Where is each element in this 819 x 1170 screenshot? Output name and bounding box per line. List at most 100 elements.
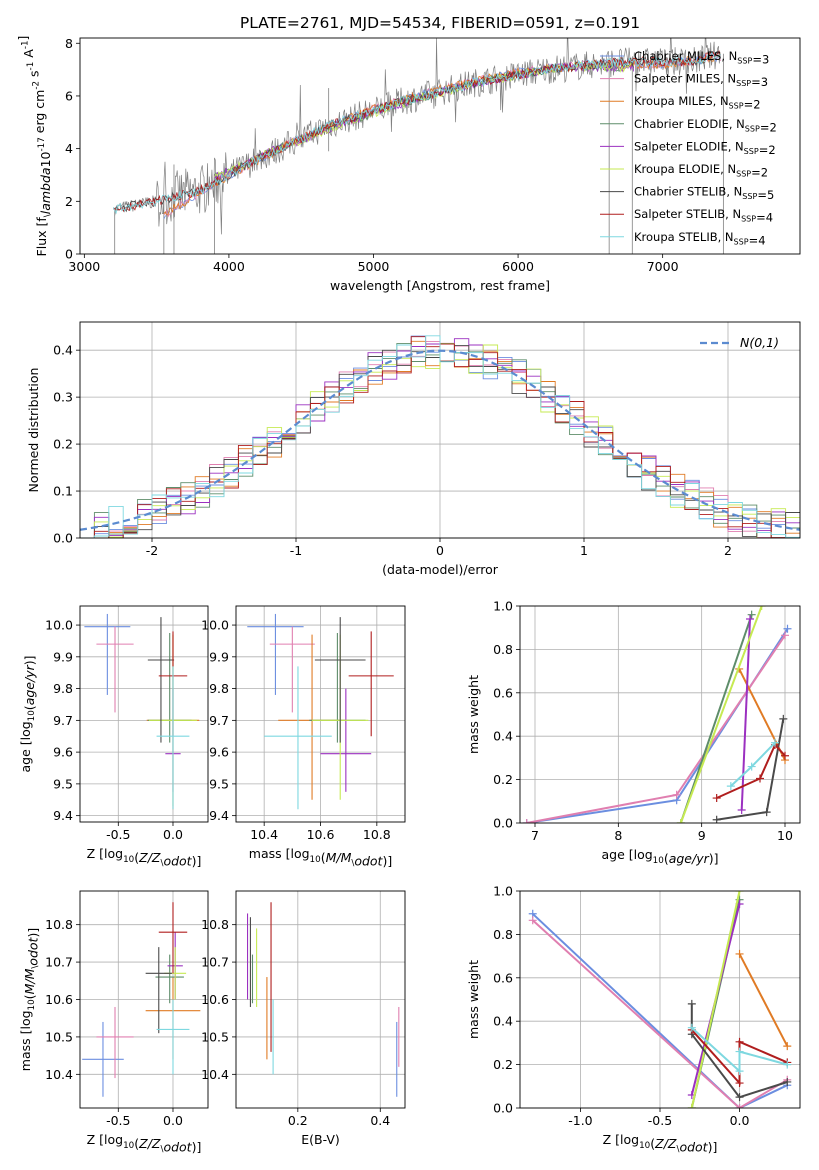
y-axis-label: Flux [f\lambda10-17 erg cm-2 s-1 A-1] <box>15 36 53 257</box>
y-tick-label: 8 <box>65 36 73 51</box>
panel-mass-vs-EBV: 0.2 0.4 10.4 10.5 10.6 10.7 10.8 E(B-V) <box>201 890 406 1147</box>
x-axis-label: mass [log10(M/M\odot)] <box>249 846 392 869</box>
point-chabrier-stelib <box>147 617 175 743</box>
y-axis-label: mass [log10(M/M\odot)] <box>18 928 41 1071</box>
y-axis-label: mass weight <box>466 675 481 754</box>
x-tick-label: 1 <box>580 543 588 558</box>
weights-chabrier-stelib <box>712 714 788 823</box>
point-chabrier-elodie <box>155 954 184 1004</box>
point-kroupa-stelib <box>156 999 190 1075</box>
plot-area <box>82 902 201 1097</box>
point-chabrier-miles <box>247 613 304 695</box>
point-chabrier-stelib <box>314 617 366 743</box>
x-axis-label: wavelength [Angstrom, rest frame] <box>330 278 550 293</box>
model-kroupa-stelib <box>112 51 721 215</box>
y-tick-label: 0.2 <box>493 772 513 787</box>
y-tick-label: 0.2 <box>53 437 73 452</box>
panel-residuals: -2 -1 0 1 2 0.0 0.1 0.2 0.3 0.4 (data-model)/error… <box>26 321 801 577</box>
weight-marker <box>735 1037 744 1046</box>
y-tick-label: 9.7 <box>53 713 73 728</box>
x-axis-label: Z [log10(Z/Z\odot)] <box>603 1132 718 1155</box>
x-tick-label: 2 <box>724 543 732 558</box>
axes-frame <box>235 605 406 823</box>
legend-entry: Chabrier MILES, NSSP=3 <box>634 49 769 66</box>
y-tick-label: 10.8 <box>201 917 229 932</box>
legend-entry: Salpeter MILES, NSSP=3 <box>634 72 768 89</box>
point-salpeter-miles <box>96 626 134 713</box>
weight-marker <box>762 808 771 817</box>
x-tick-label: 10.4 <box>250 827 278 842</box>
weight-marker <box>735 1079 744 1088</box>
x-tick-label: 5000 <box>358 259 390 274</box>
plot-area <box>522 606 792 823</box>
y-tick-label: 10.7 <box>201 955 229 970</box>
x-tick-label: 3000 <box>68 259 100 274</box>
plot-area <box>112 38 724 254</box>
axes-frame <box>79 890 209 1109</box>
y-tick-label: 9.9 <box>209 649 229 664</box>
axes-frame <box>519 890 801 1109</box>
model-salpeter-elodie <box>214 61 635 181</box>
plot-area <box>246 902 400 1097</box>
weight-marker <box>687 1023 696 1032</box>
weight-marker <box>687 999 696 1008</box>
panel-spectrum: 3000 4000 5000 6000 7000 0 2 4 6 8 wavelength [Ang… <box>15 36 801 293</box>
legend-entry: Chabrier STELIB, NSSP=5 <box>634 185 774 202</box>
panel-age-vs-mass: 10.4 10.6 10.8 9.4 9.5 9.6 9.7 9.8 9.9 10.0 mass [… <box>201 605 406 869</box>
weights-kroupa-stelib <box>726 738 779 791</box>
legend-entry: Salpeter STELIB, NSSP=4 <box>634 207 773 224</box>
axes-frame <box>79 37 801 255</box>
legend-entry: Salpeter ELODIE, NSSP=2 <box>634 139 776 156</box>
point-kroupa-stelib <box>156 666 190 810</box>
x-tick-label: 0 <box>436 543 444 558</box>
weight-marker <box>747 762 756 771</box>
weight-marker <box>781 751 789 760</box>
y-axis-label: age [log10(age/yr)] <box>18 655 37 772</box>
model-chabrier-elodie <box>214 61 635 180</box>
x-tick-label: 0.0 <box>730 1113 750 1128</box>
weight-marker <box>783 1060 792 1069</box>
plot-area <box>80 335 800 538</box>
y-tick-label: 1.0 <box>493 884 513 899</box>
weight-marker <box>779 714 788 723</box>
weight-marker <box>676 819 685 823</box>
point-salpeter-elodie <box>320 688 372 792</box>
point-chabrier-stelib <box>145 947 172 1034</box>
y-tick-label: 0.8 <box>493 642 513 657</box>
weights-salpeter-elodie <box>737 615 754 814</box>
y-tick-label: 9.8 <box>53 681 73 696</box>
x-tick-label: -0.5 <box>106 1113 130 1128</box>
weight-marker <box>756 774 764 783</box>
y-tick-label: 10.6 <box>45 992 73 1007</box>
x-tick-label: 9 <box>698 828 706 843</box>
x-tick-label: 10.6 <box>307 827 335 842</box>
legend-entry: Kroupa ELODIE, NSSP=2 <box>634 162 768 179</box>
x-tick-label: 7 <box>531 828 539 843</box>
weights-kroupa-stelib <box>687 1023 792 1076</box>
y-axis-label: Normed distribution <box>26 368 41 493</box>
legend-entry: Kroupa STELIB, NSSP=4 <box>634 230 766 247</box>
weight-marker <box>783 624 792 633</box>
y-axis-label: mass weight <box>466 960 481 1039</box>
axes-frame <box>79 321 801 539</box>
x-tick-label: -1 <box>290 543 302 558</box>
figure-title: PLATE=2761, MJD=54534, FIBERID=0591, z=0… <box>240 14 640 32</box>
point-chabrier-elodie <box>309 633 366 743</box>
point-salpeter-stelib <box>158 902 188 974</box>
x-axis-label: (data-model)/error <box>382 562 499 577</box>
x-tick-label: 4000 <box>213 259 245 274</box>
y-tick-label: 6 <box>65 88 73 103</box>
y-tick-label: 10.5 <box>45 1029 73 1044</box>
x-tick-label: 0.0 <box>163 1113 183 1128</box>
x-tick-label: -2 <box>146 543 158 558</box>
panel-mass-vs-Z: -0.5 0.0 10.4 10.5 10.6 10.7 10.8 Z [log10(Z/Z\… <box>18 890 209 1155</box>
y-tick-label: 0.6 <box>493 685 513 700</box>
point-salpeter-miles <box>96 1006 134 1079</box>
y-tick-label: 0.6 <box>493 970 513 985</box>
x-tick-label: -0.5 <box>648 1113 672 1128</box>
point-kroupa-miles <box>278 634 346 800</box>
observed-spectrum <box>114 38 721 235</box>
axes-frame <box>79 605 209 823</box>
point-salpeter-miles <box>269 626 315 713</box>
y-tick-label: 9.6 <box>209 745 229 760</box>
